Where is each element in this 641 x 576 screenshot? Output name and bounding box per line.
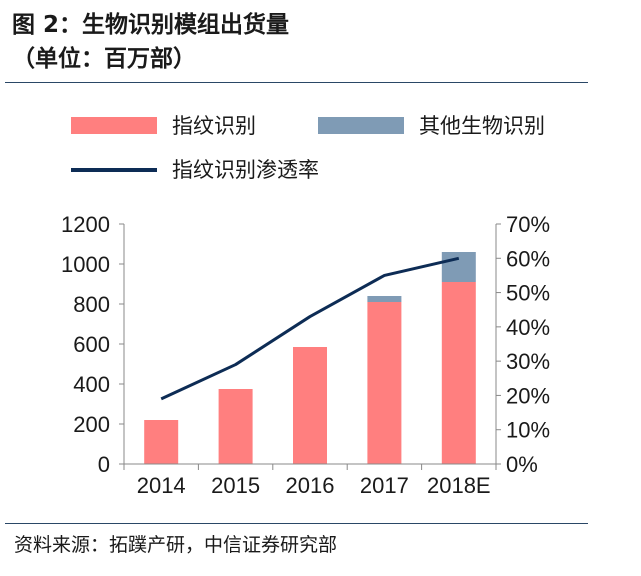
left-tick-label: 800: [73, 292, 110, 317]
left-tick-label: 0: [98, 452, 110, 477]
x-tick-label: 2016: [286, 473, 335, 498]
legend-label-fingerprint: 指纹识别: [172, 115, 256, 138]
legend-swatch-fingerprint: [71, 117, 157, 134]
chart-unit-subtitle: （单位：百万部）: [12, 46, 196, 72]
x-tick-label: 2015: [211, 473, 260, 498]
chart-title: 图 2：生物识别模组出货量: [12, 12, 290, 38]
legend-swatch-other: [318, 117, 404, 134]
line-layer: [160, 256, 460, 401]
axes: 0 200 400 600 800 1000 1200 0% 10% 20% 30% 40% 50% 60…: [61, 212, 550, 498]
right-tick-label: 20%: [506, 383, 550, 408]
right-tick-label: 0%: [506, 452, 538, 477]
right-tick-label: 50%: [506, 281, 550, 306]
left-tick-label: 1000: [61, 252, 110, 277]
title-divider: [5, 82, 588, 83]
bar-fingerprint: [144, 420, 179, 464]
right-tick-label: 10%: [506, 418, 550, 443]
bar-layer: [144, 252, 476, 464]
legend-label-other: 其他生物识别: [419, 115, 545, 138]
source-divider: [5, 523, 588, 524]
penetration-line: [160, 256, 460, 401]
bar-fingerprint: [441, 282, 476, 464]
left-tick-label: 400: [73, 372, 110, 397]
bar-fingerprint: [367, 302, 402, 464]
bar-fingerprint: [218, 389, 253, 464]
bar-other: [441, 252, 476, 282]
left-tick-label: 200: [73, 412, 110, 437]
right-tick-label: 70%: [506, 212, 550, 237]
right-tick-label: 60%: [506, 246, 550, 271]
x-tick-label: 2017: [360, 473, 409, 498]
x-tick-label: 2014: [137, 473, 186, 498]
right-tick-label: 30%: [506, 349, 550, 374]
bar-other: [367, 296, 402, 302]
legend-label-penetration: 指纹识别渗透率: [172, 159, 319, 182]
bar-fingerprint: [293, 347, 327, 464]
left-tick-label: 1200: [61, 212, 110, 237]
x-tick-label: 2018E: [427, 473, 491, 498]
source-note: 资料来源：拓蹼产研，中信证券研究部: [14, 534, 338, 556]
left-tick-label: 600: [73, 332, 110, 357]
right-tick-label: 40%: [506, 315, 550, 340]
